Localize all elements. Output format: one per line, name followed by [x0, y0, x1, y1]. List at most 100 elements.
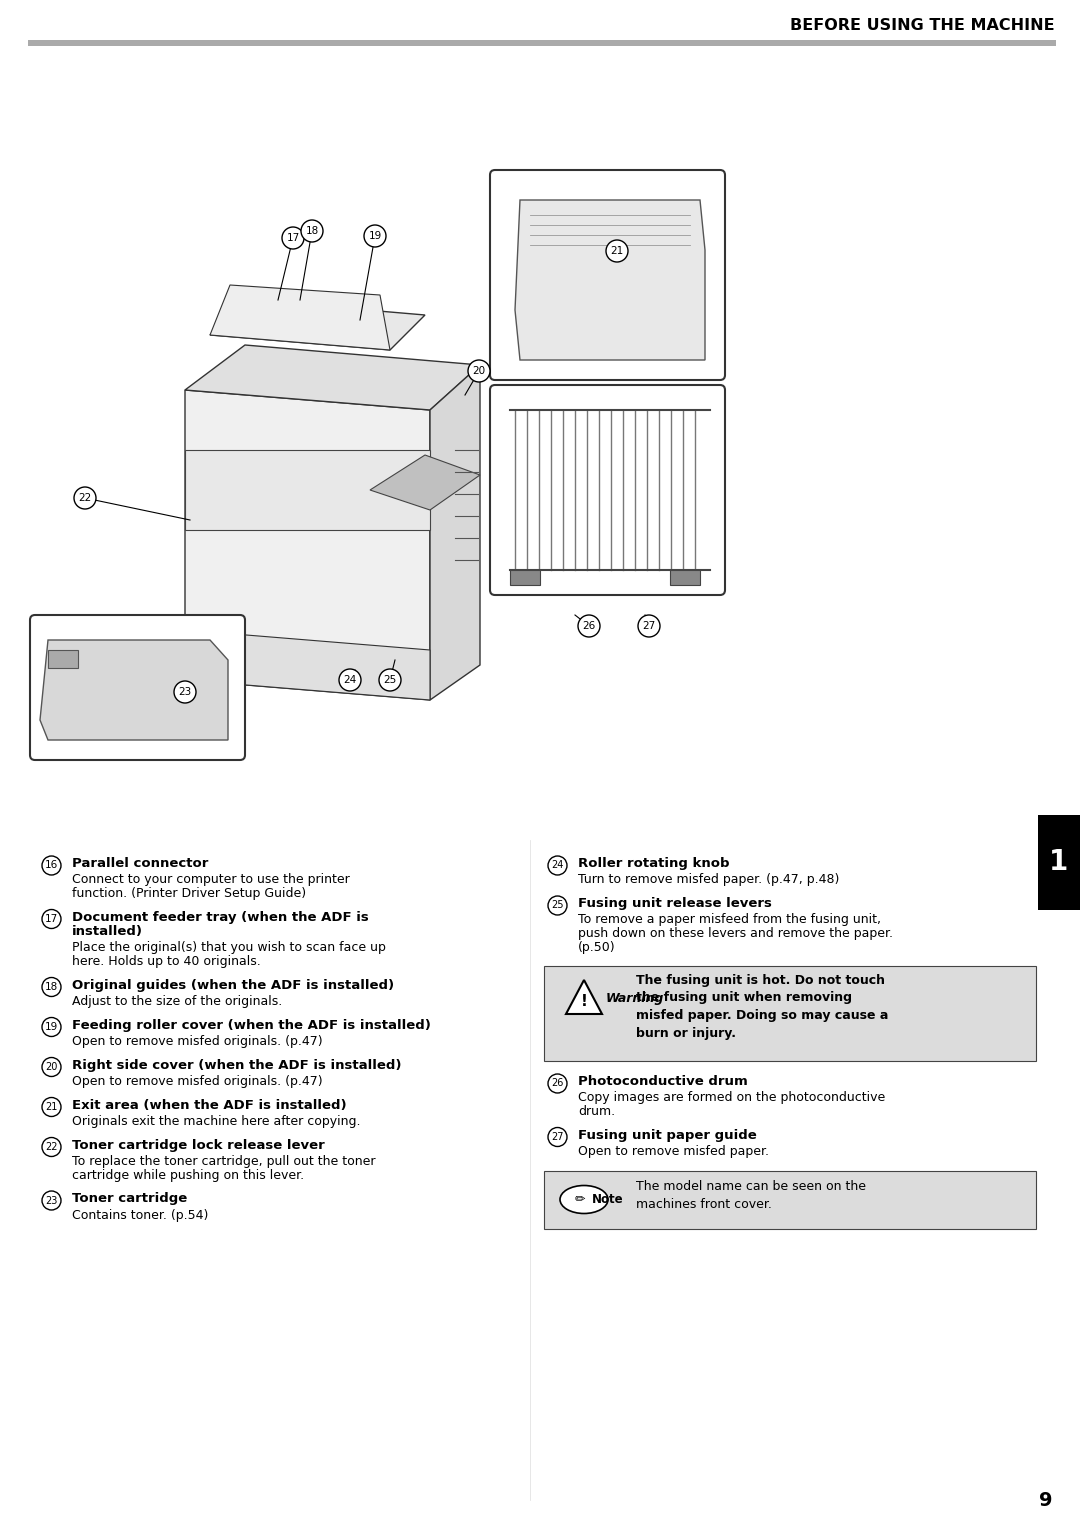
- Text: Place the original(s) that you wish to scan face up: Place the original(s) that you wish to s…: [72, 941, 386, 955]
- Text: The fusing unit is hot. Do not touch
the fusing unit when removing
misfed paper.: The fusing unit is hot. Do not touch the…: [636, 973, 889, 1039]
- Text: 22: 22: [79, 494, 92, 503]
- FancyBboxPatch shape: [490, 385, 725, 594]
- Polygon shape: [566, 979, 602, 1015]
- FancyBboxPatch shape: [490, 170, 725, 380]
- Text: here. Holds up to 40 originals.: here. Holds up to 40 originals.: [72, 955, 260, 969]
- Text: 17: 17: [45, 914, 58, 924]
- Polygon shape: [210, 286, 390, 350]
- Text: Note: Note: [592, 1193, 623, 1206]
- Text: Feeding roller cover (when the ADF is installed): Feeding roller cover (when the ADF is in…: [72, 1019, 431, 1031]
- Text: push down on these levers and remove the paper.: push down on these levers and remove the…: [578, 927, 893, 940]
- Text: 9: 9: [1039, 1491, 1052, 1510]
- Text: 18: 18: [306, 226, 319, 235]
- Text: 27: 27: [551, 1132, 564, 1141]
- Circle shape: [42, 1137, 60, 1157]
- Text: 1: 1: [1050, 848, 1068, 876]
- Circle shape: [174, 681, 195, 703]
- Text: Exit area (when the ADF is installed): Exit area (when the ADF is installed): [72, 1099, 347, 1111]
- Text: Open to remove misfed originals. (p.47): Open to remove misfed originals. (p.47): [72, 1034, 323, 1048]
- Text: 24: 24: [343, 675, 356, 685]
- Text: Adjust to the size of the originals.: Adjust to the size of the originals.: [72, 995, 282, 1008]
- Text: 24: 24: [551, 860, 564, 871]
- Ellipse shape: [561, 1186, 608, 1213]
- Text: Turn to remove misfed paper. (p.47, p.48): Turn to remove misfed paper. (p.47, p.48…: [578, 874, 839, 886]
- Text: 20: 20: [472, 367, 486, 376]
- Text: 27: 27: [643, 620, 656, 631]
- Circle shape: [548, 856, 567, 876]
- Circle shape: [282, 228, 303, 249]
- Text: Fusing unit paper guide: Fusing unit paper guide: [578, 1129, 757, 1141]
- Circle shape: [42, 1057, 60, 1077]
- Polygon shape: [515, 200, 705, 361]
- Circle shape: [42, 1018, 60, 1036]
- Text: Original guides (when the ADF is installed): Original guides (when the ADF is install…: [72, 978, 394, 992]
- Text: Photoconductive drum: Photoconductive drum: [578, 1076, 747, 1088]
- Text: 20: 20: [45, 1062, 57, 1073]
- Text: 19: 19: [45, 1022, 58, 1031]
- Circle shape: [578, 614, 600, 637]
- Text: Originals exit the machine here after copying.: Originals exit the machine here after co…: [72, 1115, 361, 1128]
- Text: 25: 25: [383, 675, 396, 685]
- Circle shape: [42, 909, 60, 929]
- Text: Roller rotating knob: Roller rotating knob: [578, 857, 729, 869]
- Circle shape: [548, 1128, 567, 1146]
- Text: 18: 18: [45, 983, 58, 992]
- Text: 17: 17: [286, 232, 299, 243]
- Text: Right side cover (when the ADF is installed): Right side cover (when the ADF is instal…: [72, 1059, 402, 1071]
- Text: 25: 25: [551, 900, 564, 911]
- Bar: [1038, 814, 1080, 911]
- Text: Document feeder tray (when the ADF is: Document feeder tray (when the ADF is: [72, 911, 368, 923]
- Bar: [670, 570, 700, 585]
- Polygon shape: [185, 345, 480, 410]
- Text: 16: 16: [45, 860, 58, 871]
- Text: !: !: [581, 995, 588, 1010]
- Bar: [28, 40, 1056, 46]
- Circle shape: [339, 669, 361, 691]
- Bar: [48, 649, 78, 668]
- Text: Contains toner. (p.54): Contains toner. (p.54): [72, 1209, 208, 1221]
- FancyBboxPatch shape: [30, 614, 245, 759]
- Polygon shape: [185, 630, 430, 700]
- Text: Connect to your computer to use the printer: Connect to your computer to use the prin…: [72, 874, 350, 886]
- Text: 23: 23: [178, 688, 191, 697]
- Text: 22: 22: [45, 1141, 57, 1152]
- Bar: [544, 1170, 1036, 1229]
- Text: 26: 26: [582, 620, 596, 631]
- Text: drum.: drum.: [578, 1105, 616, 1118]
- Polygon shape: [185, 390, 430, 700]
- Circle shape: [75, 487, 96, 509]
- Text: 21: 21: [610, 246, 623, 257]
- Circle shape: [606, 240, 627, 261]
- Circle shape: [301, 220, 323, 241]
- Text: function. (Printer Driver Setup Guide): function. (Printer Driver Setup Guide): [72, 886, 306, 900]
- Text: ✏: ✏: [575, 1193, 585, 1206]
- Polygon shape: [370, 455, 480, 510]
- Text: 21: 21: [45, 1102, 57, 1112]
- Text: Open to remove misfed originals. (p.47): Open to remove misfed originals. (p.47): [72, 1076, 323, 1088]
- Text: installed): installed): [72, 924, 143, 938]
- Circle shape: [548, 1074, 567, 1093]
- Text: Parallel connector: Parallel connector: [72, 857, 208, 869]
- Circle shape: [42, 1097, 60, 1117]
- Bar: [28, 60, 1038, 790]
- Text: (p.50): (p.50): [578, 941, 616, 953]
- Circle shape: [42, 978, 60, 996]
- Text: 19: 19: [368, 231, 381, 241]
- Text: 23: 23: [45, 1195, 57, 1206]
- Circle shape: [638, 614, 660, 637]
- Text: 26: 26: [551, 1079, 564, 1088]
- Text: Copy images are formed on the photoconductive: Copy images are formed on the photocondu…: [578, 1091, 886, 1105]
- Text: cartridge while pushing on this lever.: cartridge while pushing on this lever.: [72, 1169, 305, 1181]
- Bar: [510, 570, 540, 585]
- Bar: [185, 451, 430, 530]
- Text: Open to remove misfed paper.: Open to remove misfed paper.: [578, 1144, 769, 1158]
- Text: To remove a paper misfeed from the fusing unit,: To remove a paper misfeed from the fusin…: [578, 914, 881, 926]
- Polygon shape: [40, 640, 228, 740]
- Polygon shape: [430, 365, 480, 700]
- Text: Toner cartridge lock release lever: Toner cartridge lock release lever: [72, 1138, 325, 1152]
- Circle shape: [364, 225, 386, 248]
- Text: Fusing unit release levers: Fusing unit release levers: [578, 897, 772, 911]
- Circle shape: [379, 669, 401, 691]
- Text: BEFORE USING THE MACHINE: BEFORE USING THE MACHINE: [791, 18, 1055, 34]
- Text: The model name can be seen on the
machines front cover.: The model name can be seen on the machin…: [636, 1181, 866, 1212]
